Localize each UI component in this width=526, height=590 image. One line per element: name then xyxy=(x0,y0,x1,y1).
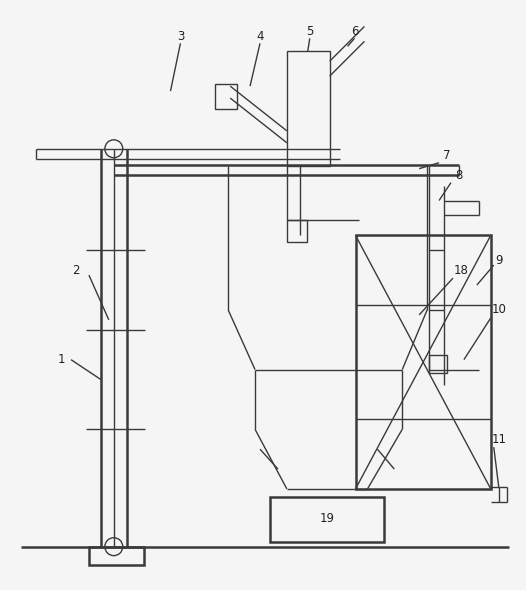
Text: 10: 10 xyxy=(491,303,506,316)
Text: 4: 4 xyxy=(256,30,264,43)
Bar xyxy=(89,547,144,565)
Text: 5: 5 xyxy=(306,25,313,38)
Text: 19: 19 xyxy=(320,512,335,525)
Text: 2: 2 xyxy=(72,264,80,277)
Bar xyxy=(270,497,385,542)
Bar xyxy=(287,51,330,166)
Text: 8: 8 xyxy=(456,169,463,182)
Text: 18: 18 xyxy=(453,264,468,277)
Text: 3: 3 xyxy=(177,30,184,43)
Text: 7: 7 xyxy=(443,149,451,162)
Bar xyxy=(215,84,237,109)
Text: 11: 11 xyxy=(491,432,506,445)
Text: 6: 6 xyxy=(351,25,358,38)
Text: 1: 1 xyxy=(57,353,65,366)
Bar xyxy=(429,355,447,373)
Bar xyxy=(356,235,491,489)
Text: 9: 9 xyxy=(495,254,502,267)
Bar xyxy=(287,221,307,242)
